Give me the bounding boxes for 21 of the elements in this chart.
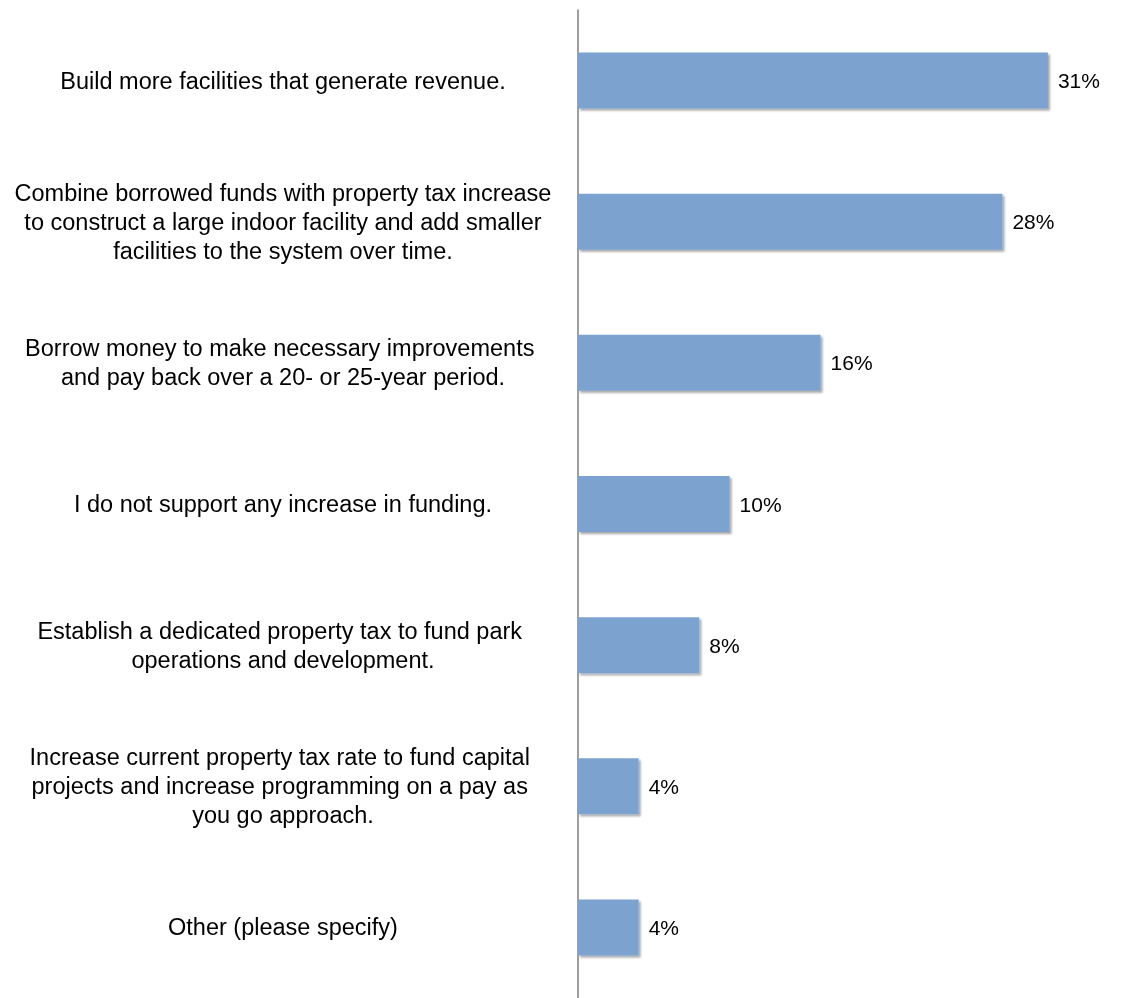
y-tick-label: Build more facilities that generate revenue.: [60, 67, 506, 94]
data-label: 16%: [830, 351, 873, 375]
bar: [578, 899, 639, 956]
y-tick-label: I do not support any increase in funding.: [73, 491, 493, 517]
data-label: 4%: [648, 915, 679, 939]
y-tick-label: Other (please specify): [168, 914, 398, 941]
data-label: 8%: [709, 633, 740, 657]
bar: [578, 334, 821, 391]
y-tick-label: Increase current property tax rate to fund capital projects and increase programming on a pay as you go approach.: [29, 744, 537, 829]
bar: [578, 758, 639, 815]
data-label: 28%: [1012, 210, 1055, 234]
data-label: 31%: [1057, 69, 1100, 93]
bar: [578, 52, 1048, 109]
data-label: 4%: [648, 774, 679, 798]
y-tick-label: Establish a dedicated property tax to fund park operations and development.: [37, 617, 529, 673]
bar: [578, 476, 730, 532]
data-label: 10%: [739, 492, 782, 516]
y-tick-label: Borrow money to make necessary improvements and pay back over a 20- or 25-year period.: [25, 335, 541, 391]
y-tick-label: Combine borrowed funds with property tax increase to construct a large indoor facility and add smaller facilities to the system over time.: [14, 179, 552, 264]
bar: [578, 193, 1003, 250]
bar: [578, 617, 700, 674]
